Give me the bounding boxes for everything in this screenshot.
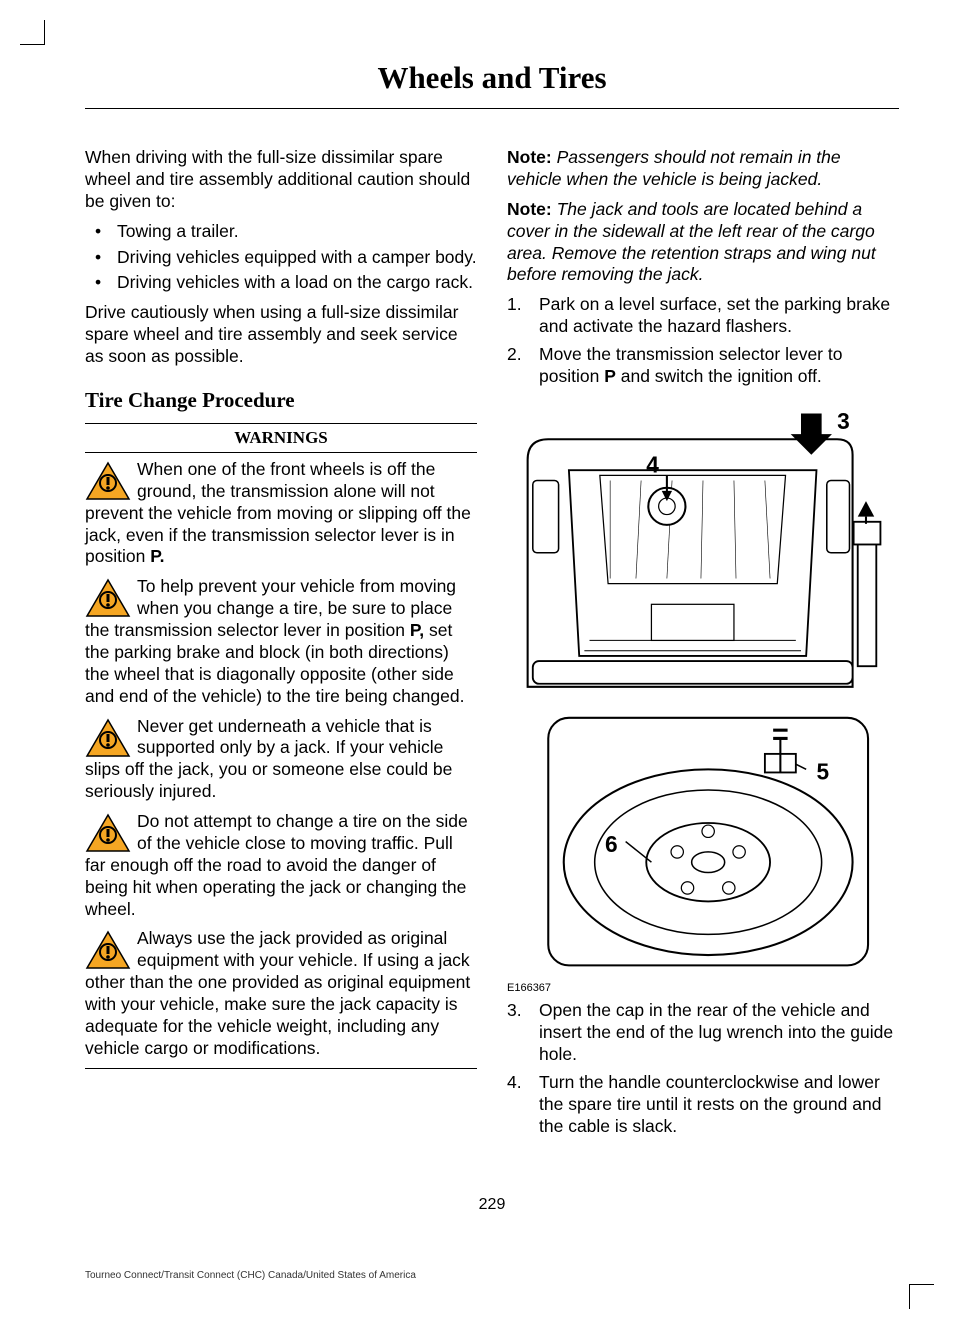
diagram-svg: 3 4	[507, 398, 899, 976]
warning-text: Always use the jack provided as original…	[85, 928, 470, 1057]
list-item: Driving vehicles equipped with a camper …	[85, 247, 477, 269]
step-text: Open the cap in the rear of the vehicle …	[539, 1000, 893, 1064]
list-item: 3. Open the cap in the rear of the vehic…	[507, 1000, 899, 1066]
warning-triangle-icon	[85, 718, 131, 758]
step-text: Move the transmission selector lever to …	[539, 344, 842, 386]
step-bold: P	[604, 366, 616, 386]
fig-label-6: 6	[605, 831, 618, 857]
warning-block: Do not attempt to change a tire on the s…	[85, 811, 477, 920]
fig-label-4: 4	[646, 451, 659, 477]
tire-change-diagram: 3 4	[507, 398, 899, 995]
list-item: 4. Turn the handle counterclockwise and …	[507, 1072, 899, 1138]
step-text: Turn the handle counterclockwise and low…	[539, 1072, 881, 1136]
step-list-1-2: 1. Park on a level surface, set the park…	[507, 294, 899, 388]
tire-change-heading: Tire Change Procedure	[85, 388, 477, 413]
step-number: 2.	[507, 344, 522, 366]
right-column: Note: Passengers should not remain in th…	[507, 147, 899, 1146]
note-label: Note:	[507, 199, 552, 219]
fig-label-3: 3	[837, 408, 850, 434]
warning-triangle-icon	[85, 813, 131, 853]
warning-pre: When one of the front wheels is off the …	[85, 459, 471, 567]
warning-text: To help prevent your vehicle from moving…	[85, 576, 464, 705]
note-paragraph: Note: The jack and tools are located beh…	[507, 199, 899, 287]
fig-label-5: 5	[816, 758, 829, 784]
warning-text: Do not attempt to change a tire on the s…	[85, 811, 468, 919]
footer-text: Tourneo Connect/Transit Connect (CHC) Ca…	[85, 1270, 416, 1281]
list-item: Towing a trailer.	[85, 221, 477, 243]
warning-bold: P.	[150, 546, 164, 566]
warning-triangle-icon	[85, 461, 131, 501]
warning-block: Always use the jack provided as original…	[85, 928, 477, 1059]
left-column: When driving with the full-size dissimil…	[85, 147, 477, 1146]
note-text: The jack and tools are located behind a …	[507, 199, 876, 285]
list-item: 1. Park on a level surface, set the park…	[507, 294, 899, 338]
warning-triangle-icon	[85, 578, 131, 618]
warning-bold: P,	[410, 620, 424, 640]
note-label: Note:	[507, 147, 552, 167]
drive-cautiously-paragraph: Drive cautiously when using a full-size …	[85, 302, 477, 368]
warning-block: When one of the front wheels is off the …	[85, 459, 477, 568]
page-content: Wheels and Tires When driving with the f…	[0, 0, 954, 1244]
step-post: and switch the ignition off.	[616, 366, 822, 386]
crop-mark-bottom-right	[909, 1284, 934, 1309]
page-number: 229	[85, 1196, 899, 1214]
step-number: 3.	[507, 1000, 522, 1022]
step-number: 4.	[507, 1072, 522, 1094]
list-item: 2. Move the transmission selector lever …	[507, 344, 899, 388]
two-column-layout: When driving with the full-size dissimil…	[85, 147, 899, 1146]
warning-block: To help prevent your vehicle from moving…	[85, 576, 477, 707]
list-item: Driving vehicles with a load on the carg…	[85, 272, 477, 294]
warning-triangle-icon	[85, 930, 131, 970]
page-title: Wheels and Tires	[85, 60, 899, 109]
caution-bullet-list: Towing a trailer. Driving vehicles equip…	[85, 221, 477, 295]
warnings-end-rule	[85, 1068, 477, 1069]
warnings-header: WARNINGS	[85, 423, 477, 453]
intro-paragraph: When driving with the full-size dissimil…	[85, 147, 477, 213]
warning-text: When one of the front wheels is off the …	[85, 459, 471, 567]
note-text: Passengers should not remain in the vehi…	[507, 147, 841, 189]
figure-caption: E166367	[507, 982, 899, 994]
crop-mark-top-left	[20, 20, 45, 45]
step-text: Park on a level surface, set the parking…	[539, 294, 890, 336]
step-number: 1.	[507, 294, 522, 316]
warning-pre: To help prevent your vehicle from moving…	[85, 576, 456, 640]
step-list-3-4: 3. Open the cap in the rear of the vehic…	[507, 1000, 899, 1137]
note-paragraph: Note: Passengers should not remain in th…	[507, 147, 899, 191]
warning-text: Never get underneath a vehicle that is s…	[85, 716, 452, 802]
warning-block: Never get underneath a vehicle that is s…	[85, 716, 477, 804]
